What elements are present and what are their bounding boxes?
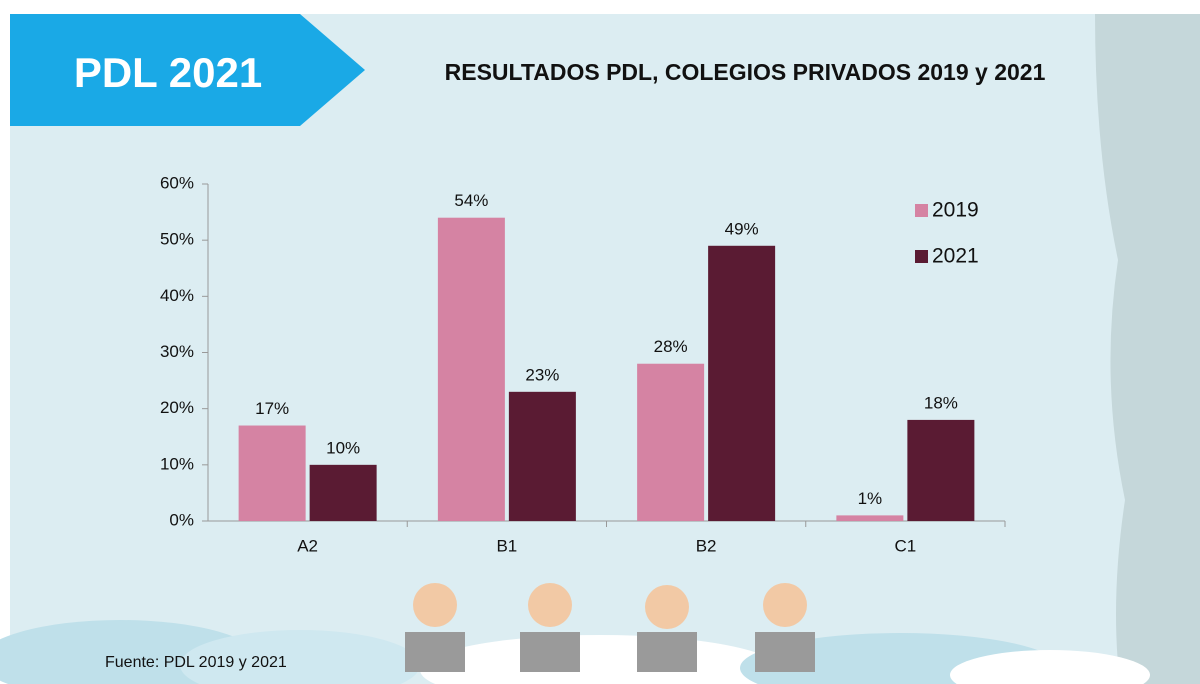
y-tick-label: 50% (160, 230, 194, 249)
y-tick-label: 0% (169, 510, 194, 529)
source: Fuente: PDL 2019 y 2021 (105, 654, 287, 671)
bar (239, 426, 306, 521)
person-head (763, 583, 807, 627)
slide: PDL 2021 RESULTADOS PDL, COLEGIOS PRIVAD… (0, 0, 1200, 684)
bar (836, 515, 903, 521)
badge: PDL 2021 (74, 49, 262, 96)
bar (310, 465, 377, 521)
value-label: 17% (255, 399, 289, 418)
x-tick-label: B2 (696, 536, 717, 555)
legend-label: 2021 (932, 245, 979, 268)
chart-title: RESULTADOS PDL, COLEGIOS PRIVADOS 2019 y… (445, 59, 1046, 85)
bar (708, 246, 775, 521)
value-label: 28% (654, 337, 688, 356)
value-label: 18% (924, 393, 958, 412)
x-tick-label: A2 (297, 536, 318, 555)
y-tick-label: 10% (160, 454, 194, 473)
bar (637, 364, 704, 521)
y-tick-label: 40% (160, 286, 194, 305)
y-tick-label: 60% (160, 173, 194, 192)
bar (438, 218, 505, 521)
bar (509, 392, 576, 521)
person-head (413, 583, 457, 627)
computer (520, 632, 580, 672)
value-label: 23% (525, 365, 559, 384)
value-label: 10% (326, 438, 360, 457)
legend-swatch (915, 250, 928, 263)
computer (637, 632, 697, 672)
value-label: 1% (858, 489, 883, 508)
computer (755, 632, 815, 672)
value-label: 49% (725, 219, 759, 238)
legend-swatch (915, 204, 928, 217)
y-tick-label: 30% (160, 342, 194, 361)
x-tick-label: B1 (496, 536, 517, 555)
person-head (528, 583, 572, 627)
computer (405, 632, 465, 672)
legend-label: 2019 (932, 199, 979, 222)
y-tick-label: 20% (160, 398, 194, 417)
value-label: 54% (454, 191, 488, 210)
bar (907, 420, 974, 521)
x-tick-label: C1 (895, 536, 917, 555)
person-head (645, 585, 689, 629)
